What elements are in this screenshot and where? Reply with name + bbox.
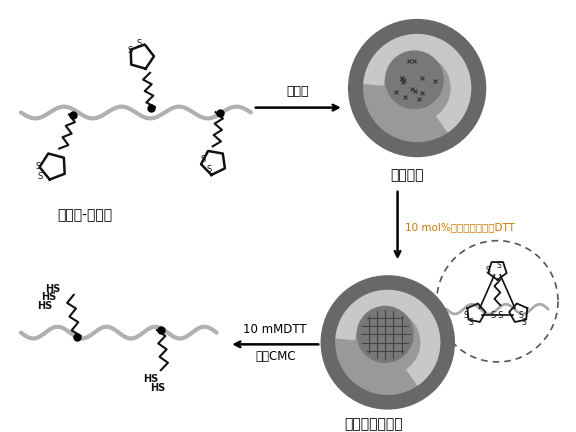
Text: S: S (36, 162, 41, 171)
Text: HS: HS (150, 382, 166, 393)
Text: S: S (468, 318, 473, 327)
Text: S: S (521, 318, 526, 327)
Text: S: S (464, 311, 468, 320)
Text: S: S (206, 165, 211, 174)
Wedge shape (336, 290, 439, 385)
Text: S: S (485, 266, 490, 274)
Circle shape (348, 19, 486, 156)
Text: 葡葩糖-硫辛酸: 葡葩糖-硫辛酸 (57, 208, 112, 222)
Text: S: S (38, 172, 43, 181)
Wedge shape (364, 35, 471, 132)
Circle shape (363, 35, 471, 141)
Circle shape (336, 290, 439, 394)
Text: HS: HS (45, 283, 60, 294)
Text: S: S (518, 311, 523, 320)
Text: 10 mol%相对于双硫键的DTT: 10 mol%相对于双硫键的DTT (406, 222, 516, 232)
Text: HS: HS (143, 374, 158, 384)
Circle shape (357, 306, 413, 362)
Text: 纳米粒子: 纳米粒子 (391, 168, 424, 182)
Text: HS: HS (37, 301, 52, 311)
Circle shape (321, 276, 454, 409)
Text: S: S (128, 46, 133, 55)
Text: S: S (497, 260, 502, 270)
Text: 交联的纳米粒子: 交联的纳米粒子 (344, 417, 403, 431)
Text: HS: HS (41, 292, 56, 302)
Text: 10 mMDTT: 10 mMDTT (244, 323, 307, 336)
Text: S: S (200, 155, 206, 164)
Text: S: S (137, 38, 142, 48)
Circle shape (386, 51, 443, 108)
Text: S-S: S-S (491, 311, 504, 320)
Text: 自组装: 自组装 (286, 85, 309, 98)
Text: 低于CMC: 低于CMC (255, 350, 295, 363)
